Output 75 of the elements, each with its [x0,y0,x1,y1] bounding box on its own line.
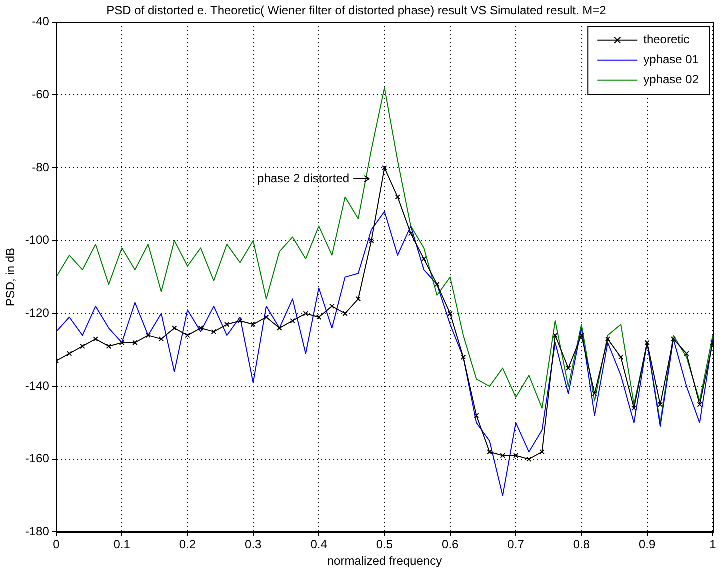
x-axis-title: normalized frequency [327,554,442,568]
x-tick-label: 0.5 [376,538,394,552]
point [592,391,598,396]
x-tick-label: 0.4 [310,538,328,552]
point [342,311,348,316]
point [448,311,453,316]
y-tick-label: -40 [32,14,50,29]
point [316,314,322,320]
legend-label: yphase 01 [644,52,700,67]
point [421,256,427,262]
point [618,354,624,360]
x-tick-label: 0.2 [179,538,196,552]
chart-title: PSD of distorted e. Theoretic( Wiener filter of distorted phase) result VS Simulated result. M=2 [106,4,607,18]
point [500,453,506,458]
y-tick-label: -140 [25,378,50,393]
point [579,332,584,338]
point [670,336,676,342]
point [382,165,388,171]
point [408,230,414,236]
point [697,402,702,408]
point [658,402,664,408]
point [106,344,112,350]
point [158,336,164,342]
legend-label: yphase 02 [644,72,700,87]
point [684,351,690,356]
point [80,344,86,350]
point [513,453,519,458]
x-tick-label: 0.6 [442,538,460,552]
point [132,340,138,346]
y-tick-label: -100 [25,233,50,248]
point [119,340,125,346]
point [566,366,572,371]
point [277,326,282,331]
point [487,449,492,455]
x-tick-label: 1 [710,538,717,552]
point [303,311,309,316]
point [172,326,178,331]
point [460,354,466,360]
point [644,340,650,346]
y-tick-label: -160 [25,452,50,466]
point [540,449,545,455]
point [605,336,611,342]
point [198,326,204,331]
point [264,314,270,320]
x-tick-label: 0.1 [114,538,131,552]
y-tick-label: -120 [25,306,50,320]
point [395,194,400,200]
annotation: phase 2 distorted [258,171,350,186]
point [356,296,362,302]
legend-label: theoretic [644,32,690,47]
y-tick-label: -180 [25,524,50,539]
point [434,282,440,288]
point [368,238,374,244]
point [66,351,72,356]
point [185,332,190,338]
x-tick-label: 0.9 [639,538,656,552]
x-tick-label: 0.8 [573,538,590,552]
point [474,413,480,418]
point [238,318,243,324]
x-tick-label: 0 [53,538,60,552]
x-tick-label: 0.3 [245,538,262,552]
point [330,304,335,310]
y-tick-label: -60 [32,88,50,102]
point [211,329,217,335]
y-tick-label: -80 [32,160,50,174]
x-tick-label: 0.7 [508,538,525,552]
point [146,332,151,338]
point [290,318,296,324]
point [224,322,230,328]
y-axis-title: PSD, in dB [4,248,18,307]
point [552,332,558,338]
point [632,406,637,412]
point [93,336,98,342]
point [250,322,256,328]
point [526,456,532,462]
